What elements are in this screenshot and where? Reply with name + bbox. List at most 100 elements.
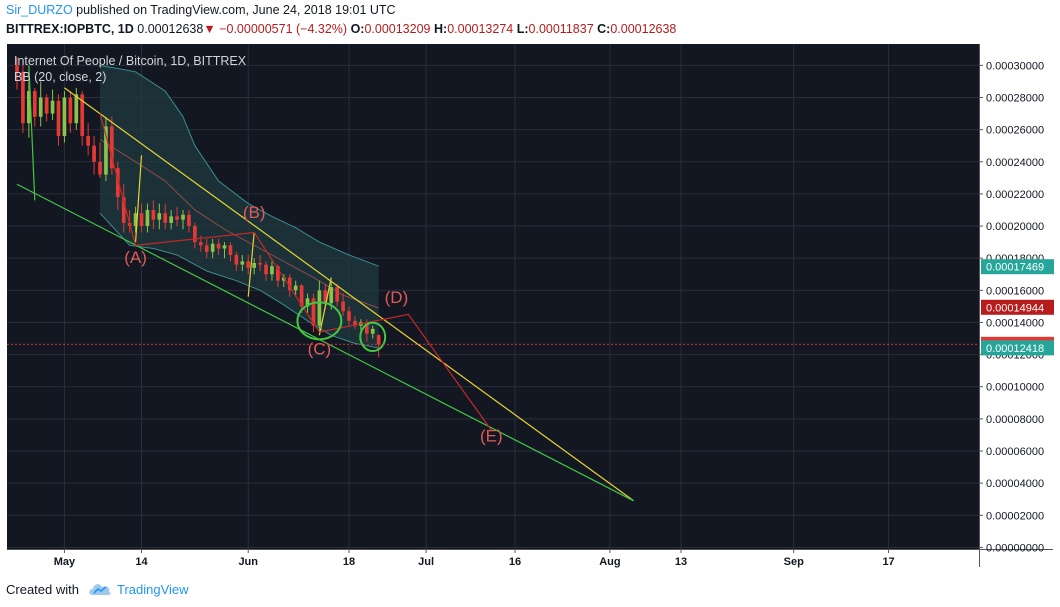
y-tick-label: 0.00004000 xyxy=(986,478,1044,490)
green-lower-trendline[interactable] xyxy=(16,183,634,502)
yellow-tick-c[interactable] xyxy=(318,277,332,336)
published-text: published on TradingView.com, June 24, 2… xyxy=(76,3,396,17)
candle-body[interactable] xyxy=(44,97,49,114)
candle-body[interactable] xyxy=(62,97,67,137)
candle-body[interactable] xyxy=(317,290,322,326)
candle-body[interactable] xyxy=(74,94,79,124)
candle-body[interactable] xyxy=(258,262,262,265)
close-value: 0.00012638 xyxy=(610,22,677,36)
candle-body[interactable] xyxy=(32,91,37,117)
high-value: 0.00013274 xyxy=(447,22,514,36)
price-change: −0.00000571 (−4.32%) xyxy=(219,22,348,36)
candle-body[interactable] xyxy=(110,126,114,169)
candle-body[interactable] xyxy=(198,242,203,246)
candle-body[interactable] xyxy=(341,301,345,312)
candle-body[interactable] xyxy=(15,65,19,72)
tradingview-brand-link[interactable]: TradingView xyxy=(117,582,189,597)
candle-body[interactable] xyxy=(252,262,256,268)
x-tick-label: 16 xyxy=(509,556,521,568)
x-tick-label: 13 xyxy=(675,556,687,568)
candle-body[interactable] xyxy=(240,261,245,265)
wave-label[interactable]: (A) xyxy=(124,248,147,267)
price-label-box xyxy=(981,340,1054,356)
candle-body[interactable] xyxy=(276,266,280,281)
yellow-tick-a[interactable] xyxy=(134,155,143,243)
candle-body[interactable] xyxy=(86,136,90,146)
candle-body[interactable] xyxy=(353,320,357,326)
chart-title: Internet Of People / Bitcoin, 1D, BITTRE… xyxy=(14,54,247,68)
bb-lower-line xyxy=(99,212,379,349)
candle-body[interactable] xyxy=(181,214,185,220)
y-tick-label: 0.00024000 xyxy=(986,157,1044,169)
price-label-box xyxy=(981,299,1054,315)
candle-body[interactable] xyxy=(157,213,162,220)
candle-body[interactable] xyxy=(299,285,304,307)
x-tick-label: May xyxy=(54,556,76,568)
open-value: 0.00013209 xyxy=(364,22,431,36)
candle-body[interactable] xyxy=(228,245,233,255)
candle-body[interactable] xyxy=(68,97,73,124)
ellipse-c[interactable] xyxy=(296,301,343,341)
change-arrow-icon: ▼ xyxy=(203,22,216,36)
y-tick-label: 0.00026000 xyxy=(986,125,1044,137)
green-vertical-tick[interactable] xyxy=(28,65,36,201)
price-chart[interactable]: (A) (B) (C) (D) (E) Internet Of People / Bitc… xyxy=(0,42,1060,576)
candle-body[interactable] xyxy=(187,214,191,227)
candle-body[interactable] xyxy=(329,287,334,304)
candle-body[interactable] xyxy=(151,209,156,220)
candle-body[interactable] xyxy=(98,161,102,175)
candle-body[interactable] xyxy=(121,197,126,223)
candle-body[interactable] xyxy=(347,311,351,321)
candle-body[interactable] xyxy=(80,94,85,137)
candle-body[interactable] xyxy=(92,145,96,162)
candle-body[interactable] xyxy=(204,245,209,252)
wave-label[interactable]: (C) xyxy=(308,340,332,359)
candle-body[interactable] xyxy=(56,100,61,137)
indicator-label[interactable]: BB (20, close, 2) xyxy=(14,70,106,84)
candle-body[interactable] xyxy=(311,298,316,326)
candle-body[interactable] xyxy=(305,298,310,307)
candle-body[interactable] xyxy=(175,216,179,220)
author-link[interactable]: Sir_DURZO xyxy=(6,3,73,17)
candle-body[interactable] xyxy=(169,216,173,223)
y-tick-label: 0.00002000 xyxy=(986,510,1044,522)
wave-label[interactable]: (B) xyxy=(243,203,266,222)
yellow-upper-trendline[interactable] xyxy=(64,87,634,502)
low-value: 0.00011837 xyxy=(528,22,594,36)
y-tick-label: 0.00000000 xyxy=(986,542,1044,554)
candle-body[interactable] xyxy=(364,322,369,334)
candle-body[interactable] xyxy=(246,261,251,268)
candle-body[interactable] xyxy=(21,71,25,124)
candle-body[interactable] xyxy=(376,335,381,345)
candle-body[interactable] xyxy=(115,168,120,198)
tradingview-cloud-icon[interactable] xyxy=(87,581,113,597)
candle-body[interactable] xyxy=(50,100,55,114)
candle-body[interactable] xyxy=(216,243,221,249)
candle-body[interactable] xyxy=(270,266,274,275)
yellow-tick-b[interactable] xyxy=(247,232,255,297)
candle-body[interactable] xyxy=(264,264,268,275)
candle-body[interactable] xyxy=(139,213,144,227)
ellipse-d[interactable] xyxy=(359,321,387,353)
candle-body[interactable] xyxy=(133,213,138,227)
elliott-wave-path xyxy=(99,113,492,431)
candle-body[interactable] xyxy=(287,277,292,291)
candle-body[interactable] xyxy=(145,209,150,227)
wave-label[interactable]: (D) xyxy=(385,288,409,307)
candle-body[interactable] xyxy=(210,243,215,252)
candle-body[interactable] xyxy=(335,287,340,302)
candle-body[interactable] xyxy=(38,97,43,117)
x-tick-label: Jul xyxy=(418,556,434,568)
candle-body[interactable] xyxy=(234,254,239,265)
candle-body[interactable] xyxy=(222,245,227,249)
candle-body[interactable] xyxy=(27,91,31,124)
candle-body[interactable] xyxy=(193,226,197,243)
candle-body[interactable] xyxy=(370,328,375,334)
candle-body[interactable] xyxy=(293,285,298,291)
candle-body[interactable] xyxy=(163,213,168,223)
candle-body[interactable] xyxy=(281,277,286,281)
candle-body[interactable] xyxy=(104,126,108,175)
candle-body[interactable] xyxy=(323,290,328,304)
publish-line: Sir_DURZO published on TradingView.com, … xyxy=(6,3,396,17)
wave-label[interactable]: (E) xyxy=(480,426,503,445)
